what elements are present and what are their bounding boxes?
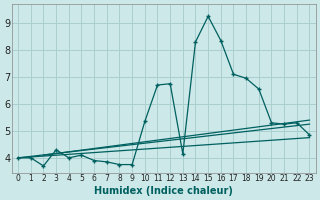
X-axis label: Humidex (Indice chaleur): Humidex (Indice chaleur) bbox=[94, 186, 233, 196]
